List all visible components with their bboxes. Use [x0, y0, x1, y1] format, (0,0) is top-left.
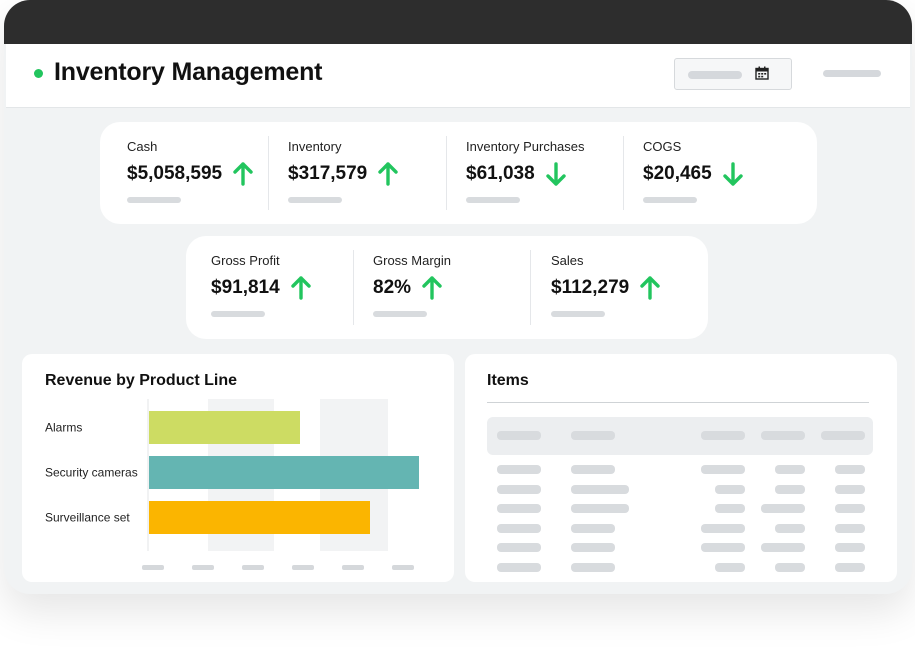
arrow-up-icon [290, 276, 311, 300]
arrow-up-icon [640, 276, 660, 300]
chart-bar[interactable] [149, 501, 370, 534]
table-cell-placeholder [761, 504, 805, 513]
kpi-label: Gross Profit [211, 253, 280, 268]
table-cell-placeholder [497, 504, 541, 513]
items-title-divider [487, 402, 869, 403]
table-cell-placeholder [835, 504, 865, 513]
table-cell-placeholder [835, 543, 865, 552]
divider [530, 250, 531, 325]
table-cell-placeholder [701, 543, 745, 552]
chart-category-label: Surveillance set [45, 511, 130, 525]
table-header-cell [821, 431, 865, 440]
kpi-label: Gross Margin [373, 253, 452, 268]
chart-category-label: Security cameras [45, 466, 138, 480]
table-header-cell [761, 431, 805, 440]
table-cell-placeholder [497, 484, 541, 494]
revenue-chart: Alarms Security cameras Surveillance set [45, 399, 419, 570]
date-picker[interactable] [674, 58, 792, 90]
table-header-cell [497, 431, 541, 440]
kpi-card-top: Cash $5,058,595 Inventory $317,579 Inven… [100, 122, 817, 224]
table-cell-placeholder [701, 523, 745, 533]
kpi-value: $91,814 [211, 277, 280, 298]
x-tick-placeholder [142, 565, 164, 570]
table-cell-placeholder [835, 484, 865, 494]
table-cell-placeholder [571, 504, 629, 513]
table-cell-placeholder [497, 543, 541, 552]
kpi-value: $112,279 [551, 277, 630, 298]
table-cell-placeholder [775, 484, 805, 494]
table-cell-placeholder [497, 523, 541, 533]
table-header-cell [571, 431, 615, 440]
arrow-up-icon [378, 162, 398, 186]
kpi-card-bottom: Gross Profit $91,814 Gross Margin 82% Sa… [186, 236, 708, 339]
kpi-label: Sales [551, 253, 584, 268]
table-cell-placeholder [835, 465, 865, 474]
table-cell-placeholder [497, 562, 541, 572]
arrow-up-icon [422, 276, 442, 300]
kpi-value: 82% [373, 277, 412, 298]
items-panel: Items [465, 354, 897, 582]
revenue-title: Revenue by Product Line [45, 372, 238, 389]
items-table-header [487, 417, 873, 455]
divider [446, 136, 447, 210]
header-menu-placeholder[interactable] [823, 70, 881, 77]
x-tick-placeholder [392, 565, 414, 570]
table-cell-placeholder [571, 523, 615, 533]
table-header-cell [701, 431, 745, 440]
kpi-value: $61,038 [466, 163, 535, 184]
x-tick-placeholder [342, 565, 364, 570]
table-cell-placeholder [497, 465, 541, 474]
table-cell-placeholder [701, 465, 745, 474]
kpi-sub-placeholder [551, 311, 605, 317]
table-cell-placeholder [775, 562, 805, 572]
x-tick-placeholder [292, 565, 314, 570]
x-tick-placeholder [192, 565, 214, 570]
date-placeholder [688, 71, 742, 79]
table-cell-placeholder [571, 543, 615, 552]
calendar-icon [755, 66, 769, 80]
status-dot [34, 69, 43, 78]
table-cell-placeholder [715, 484, 745, 494]
table-cell-placeholder [715, 562, 745, 572]
kpi-value: $20,465 [643, 163, 712, 184]
kpi-label: COGS [643, 139, 682, 154]
table-cell-placeholder [571, 484, 629, 494]
kpi-sub-placeholder [211, 311, 265, 317]
table-cell-placeholder [715, 504, 745, 513]
table-cell-placeholder [761, 543, 805, 552]
arrow-down-icon [545, 162, 566, 186]
chart-bar[interactable] [149, 411, 300, 444]
kpi-label: Inventory [288, 139, 342, 154]
kpi-sub-placeholder [373, 311, 427, 317]
items-title: Items [487, 372, 529, 389]
kpi-label: Inventory Purchases [466, 139, 585, 154]
divider [353, 250, 354, 325]
table-cell-placeholder [835, 562, 865, 572]
revenue-panel: Revenue by Product Line Alarms Security c… [22, 354, 454, 582]
table-cell-placeholder [775, 523, 805, 533]
kpi-sub-placeholder [643, 197, 697, 203]
kpi-value: $5,058,595 [127, 163, 223, 184]
kpi-sub-placeholder [288, 197, 342, 203]
chart-bar[interactable] [149, 456, 419, 489]
table-cell-placeholder [571, 562, 615, 572]
page-header: Inventory Management [6, 44, 910, 108]
kpi-label: Cash [127, 139, 158, 154]
kpi-sub-placeholder [466, 197, 520, 203]
kpi-value: $317,579 [288, 163, 368, 184]
divider [268, 136, 269, 210]
table-cell-placeholder [571, 465, 615, 474]
page-title: Inventory Management [54, 58, 323, 86]
chart-category-label: Alarms [45, 421, 82, 435]
arrow-down-icon [722, 162, 743, 186]
kpi-sub-placeholder [127, 197, 181, 203]
arrow-up-icon [233, 162, 253, 186]
table-cell-placeholder [835, 523, 865, 533]
app-window: Inventory Management Cash $5,058,595 [4, 0, 912, 594]
x-tick-placeholder [242, 565, 264, 570]
window-top-bar [4, 0, 912, 44]
table-cell-placeholder [775, 465, 805, 474]
divider [623, 136, 624, 210]
